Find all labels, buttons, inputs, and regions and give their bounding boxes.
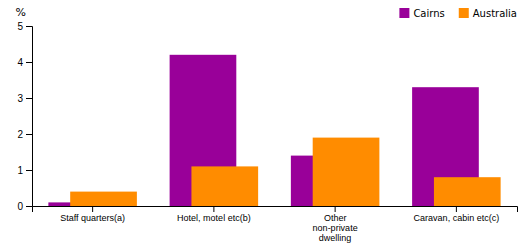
tick-mark	[26, 26, 32, 27]
legend-item: Australia	[459, 8, 517, 19]
tick-label-line: Staff quarters(a)	[60, 213, 125, 223]
tick: Staff quarters(a)	[60, 206, 125, 223]
tick: 0	[17, 201, 32, 212]
bar	[434, 177, 501, 206]
tick-mark	[456, 206, 457, 212]
tick-label: Caravan, cabin etc(c)	[414, 213, 500, 223]
bar	[313, 138, 380, 206]
y-axis: 0 1 2 3 4 5	[17, 21, 32, 212]
bar	[191, 166, 258, 206]
tick-mark	[26, 98, 32, 99]
tick: Othernon-privatedwelling	[313, 206, 358, 243]
tick-label: 2	[17, 129, 23, 140]
legend: Cairns Australia	[399, 8, 517, 19]
axis-line	[33, 207, 518, 213]
plot: 0 1 2 3 4 5 Staff quarters(a) Hotel, motel etc(…	[17, 21, 517, 243]
tick: 3	[17, 93, 32, 104]
tick-mark	[335, 206, 336, 212]
x-axis: Staff quarters(a) Hotel, motel etc(b) Othe…	[33, 206, 518, 243]
tick-mark	[92, 206, 93, 212]
tick-mark	[213, 206, 214, 212]
tick-label-line: Other	[324, 213, 347, 223]
tick-mark	[26, 170, 32, 171]
tick-label: 5	[17, 21, 23, 32]
tick-mark	[26, 62, 32, 63]
legend-label: Cairns	[413, 8, 444, 19]
tick-label-line: Hotel, motel etc(b)	[177, 213, 251, 223]
tick: 4	[17, 57, 32, 68]
chart: 0 1 2 3 4 5 Staff quarters(a) Hotel, motel etc(…	[0, 0, 529, 252]
tick-label: 3	[17, 93, 23, 104]
legend-swatch	[459, 8, 469, 18]
tick: 5	[17, 21, 32, 32]
tick-label: Hotel, motel etc(b)	[177, 213, 251, 223]
tick-label-line: non-private	[313, 223, 358, 233]
bar	[70, 192, 137, 206]
legend-swatch	[399, 8, 409, 18]
tick-label: 0	[17, 201, 23, 212]
axis-line	[26, 27, 33, 207]
tick: 1	[17, 165, 32, 176]
tick-label: 4	[17, 57, 23, 68]
series	[70, 138, 500, 206]
tick: Hotel, motel etc(b)	[177, 206, 251, 223]
tick: Caravan, cabin etc(c)	[414, 206, 500, 223]
tick-label-line: Caravan, cabin etc(c)	[414, 213, 500, 223]
tick-mark	[26, 206, 32, 207]
bars	[48, 55, 500, 206]
tick: 2	[17, 129, 32, 140]
tick-mark	[26, 134, 32, 135]
tick-label-line: dwelling	[319, 233, 352, 243]
legend-label: Australia	[473, 8, 517, 19]
tick-label: Staff quarters(a)	[60, 213, 125, 223]
legend-item: Cairns	[399, 8, 444, 19]
tick-label: 1	[17, 165, 23, 176]
series	[48, 55, 478, 206]
y-axis-label: %	[16, 6, 26, 19]
tick-label: Othernon-privatedwelling	[313, 213, 358, 243]
